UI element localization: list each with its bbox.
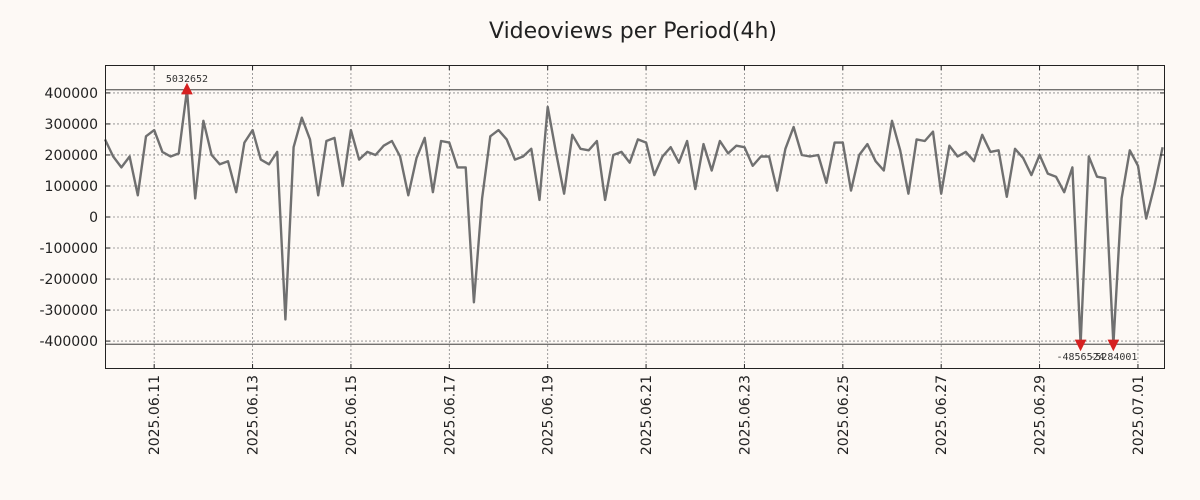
y-tick-label: -400000	[40, 334, 99, 350]
y-tick-label: -100000	[40, 241, 99, 257]
reference-lines	[105, 89, 1165, 345]
x-tick-label: 2025.06.21	[639, 375, 655, 455]
x-tick-label: 2025.06.15	[344, 375, 360, 455]
x-tick-label: 2025.06.13	[246, 375, 262, 455]
x-tick-label: 2025.06.23	[737, 375, 753, 455]
y-tick-label: 300000	[45, 117, 98, 133]
grid-layer	[105, 65, 1165, 369]
x-tick-label: 2025.06.17	[442, 375, 458, 455]
y-tick-label: 0	[89, 210, 98, 226]
y-tick-label: 200000	[45, 148, 98, 164]
x-axis: 2025.06.11 2025.06.13 2025.06.15 2025.06.17…	[147, 65, 1147, 455]
x-tick-label: 2025.06.19	[541, 375, 557, 455]
chart-title: Videoviews per Period(4h)	[489, 19, 777, 44]
extreme-marker	[181, 82, 193, 95]
y-axis: 400000 300000 200000 100000 0 -100000 -200000 -…	[40, 86, 1165, 350]
extreme-label: -4856524	[1056, 352, 1104, 363]
y-tick-label: -300000	[40, 303, 99, 319]
extreme-marker	[1107, 339, 1120, 352]
x-tick-label: 2025.07.01	[1131, 375, 1147, 455]
series-layer	[103, 88, 1164, 346]
y-tick-label: -200000	[40, 272, 99, 288]
x-tick-label: 2025.06.25	[836, 375, 852, 455]
x-tick-label: 2025.06.27	[934, 375, 950, 455]
x-tick-label: 2025.06.11	[147, 375, 163, 455]
extreme-marker	[1074, 339, 1087, 352]
annotation-layer: 5032652 -4856524-5284001	[166, 74, 1138, 363]
x-tick-label: 2025.06.29	[1033, 375, 1049, 455]
y-tick-label: 400000	[45, 86, 98, 102]
y-tick-label: 100000	[45, 179, 98, 195]
series-line	[103, 88, 1164, 346]
extreme-label: 5032652	[166, 74, 208, 85]
extreme-label: -5284001	[1089, 352, 1137, 363]
